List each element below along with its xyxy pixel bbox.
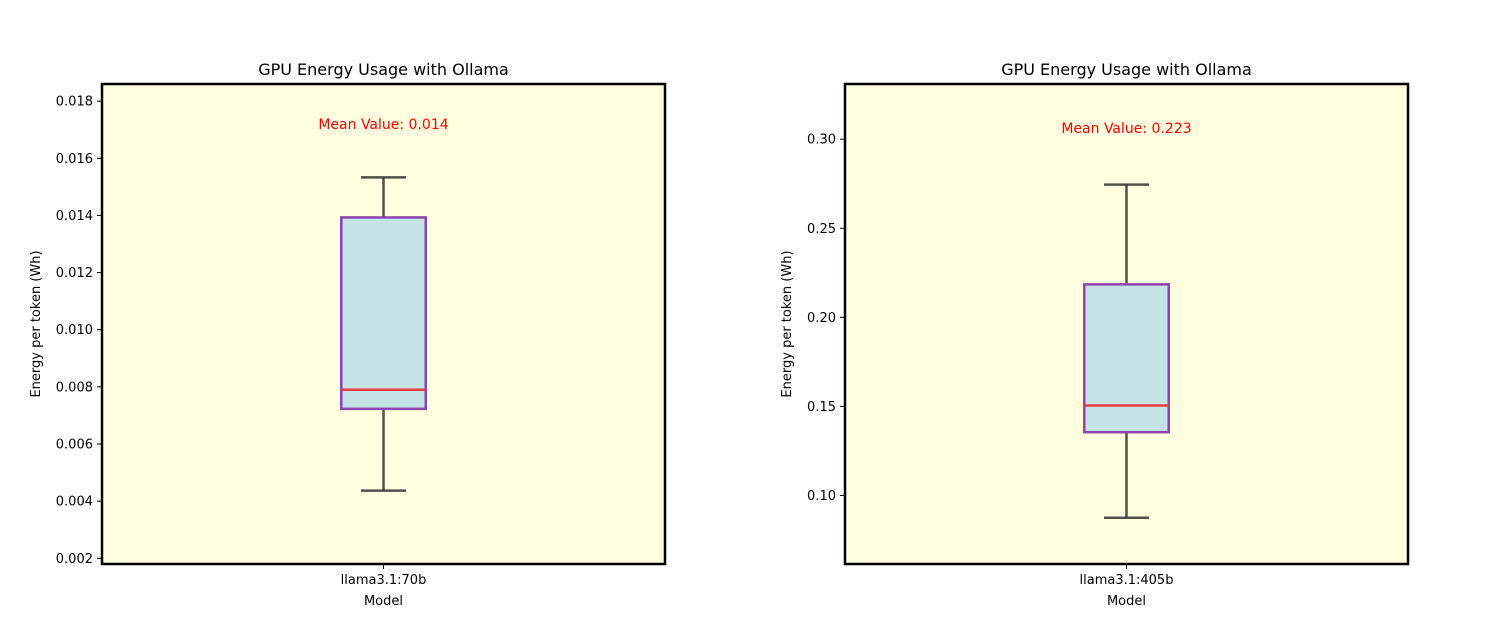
y-tick-label: 0.20 [807,311,836,326]
iqr-box [1083,283,1170,434]
y-tick-label: 0.25 [807,222,836,237]
chart-title: GPU Energy Usage with Ollama [258,60,509,79]
x-axis-label: Model [1107,594,1146,609]
chart-title: GPU Energy Usage with Ollama [1001,60,1252,79]
y-tick-label: 0.10 [807,489,836,504]
mean-value-annotation: Mean Value: 0.223 [1061,121,1191,137]
y-tick-label: 0.004 [56,495,93,510]
x-tick-label: llama3.1:70b [341,573,427,588]
y-tick-label: 0.010 [56,323,93,338]
chart-panel-2: 0.10 0.15 0.20 0.25 0.30 llama3.1:405b Model En… [780,60,1410,609]
y-tick-label: 0.014 [56,209,93,224]
axes-frame [843,82,1410,566]
y-tick-label: 0.006 [56,438,93,453]
y-tick-label: 0.002 [56,552,93,567]
y-tick-label: 0.15 [807,400,836,415]
mean-value-annotation: Mean Value: 0.014 [318,117,448,133]
x-axis-label: Model [364,594,403,609]
y-tick-label: 0.008 [56,380,93,395]
y-tick-label: 0.012 [56,266,93,281]
iqr-box [340,216,427,411]
y-axis-label: Energy per token (Wh) [780,250,795,397]
x-tick-label: llama3.1:405b [1080,573,1174,588]
axes-frame [100,82,667,566]
y-axis-label: Energy per token (Wh) [29,250,44,397]
chart-panel-1: 0.002 0.004 0.006 0.008 0.010 0.012 0.014 0.016… [29,60,667,609]
y-tick-label: 0.016 [56,152,93,167]
y-tick-label: 0.018 [56,95,93,110]
y-tick-label: 0.30 [807,133,836,148]
